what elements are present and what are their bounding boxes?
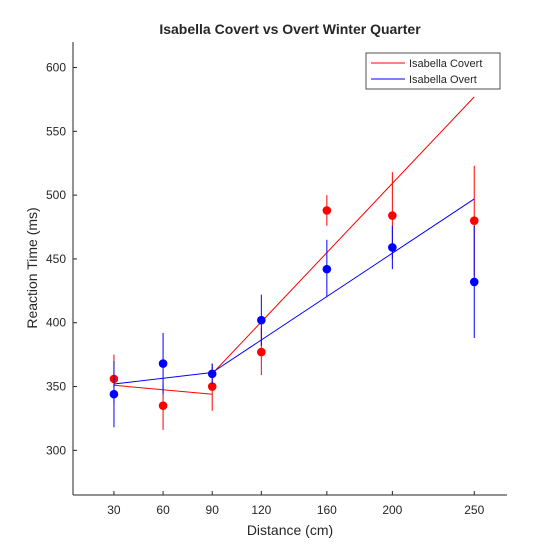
- fit-line: [211, 96, 475, 375]
- y-tick-label: 350: [46, 380, 66, 394]
- data-point: [469, 277, 479, 287]
- y-ticks: 300 350 400 450 500 550 600: [46, 61, 77, 457]
- y-tick-label: 450: [46, 252, 66, 266]
- x-tick-label: 250: [464, 503, 484, 517]
- series-0: [109, 96, 479, 430]
- data-point: [469, 216, 479, 225]
- legend: Isabella Covert Isabella Overt: [365, 52, 501, 90]
- fit-line: [211, 198, 475, 373]
- data-point: [207, 382, 217, 391]
- series-1: [109, 198, 479, 428]
- y-tick-label: 600: [46, 61, 66, 75]
- x-tick-label: 30: [107, 503, 121, 517]
- x-axis-label: Distance (cm): [247, 522, 333, 538]
- data-point: [207, 369, 217, 379]
- legend-label-covert: Isabella Covert: [409, 58, 482, 70]
- x-tick-label: 120: [251, 503, 271, 517]
- y-tick-label: 550: [46, 124, 66, 138]
- data-point: [257, 347, 266, 357]
- chart-marks: [109, 96, 479, 430]
- y-tick-label: 400: [46, 316, 66, 330]
- data-point: [158, 401, 168, 410]
- y-tick-label: 500: [46, 188, 66, 202]
- data-point: [388, 243, 397, 252]
- chart-title: Isabella Covert vs Overt Winter Quarter: [159, 21, 421, 37]
- y-tick-label: 300: [46, 443, 66, 457]
- legend-label-overt: Isabella Overt: [409, 74, 477, 86]
- axes: [72, 42, 507, 496]
- x-tick-label: 60: [156, 503, 170, 517]
- data-point: [322, 206, 332, 215]
- x-tick-label: 200: [382, 503, 402, 517]
- data-point: [109, 389, 119, 399]
- data-point: [388, 211, 397, 220]
- x-ticks: 30 60 90 120 160 200 250: [107, 491, 485, 517]
- data-point: [158, 359, 168, 368]
- y-axis-label: Reaction Time (ms): [24, 207, 40, 328]
- data-point: [257, 315, 266, 325]
- x-tick-label: 160: [317, 503, 337, 517]
- plot-area: [73, 42, 507, 495]
- x-tick-label: 90: [206, 503, 220, 517]
- legend-box: [365, 52, 501, 90]
- data-point: [322, 264, 332, 274]
